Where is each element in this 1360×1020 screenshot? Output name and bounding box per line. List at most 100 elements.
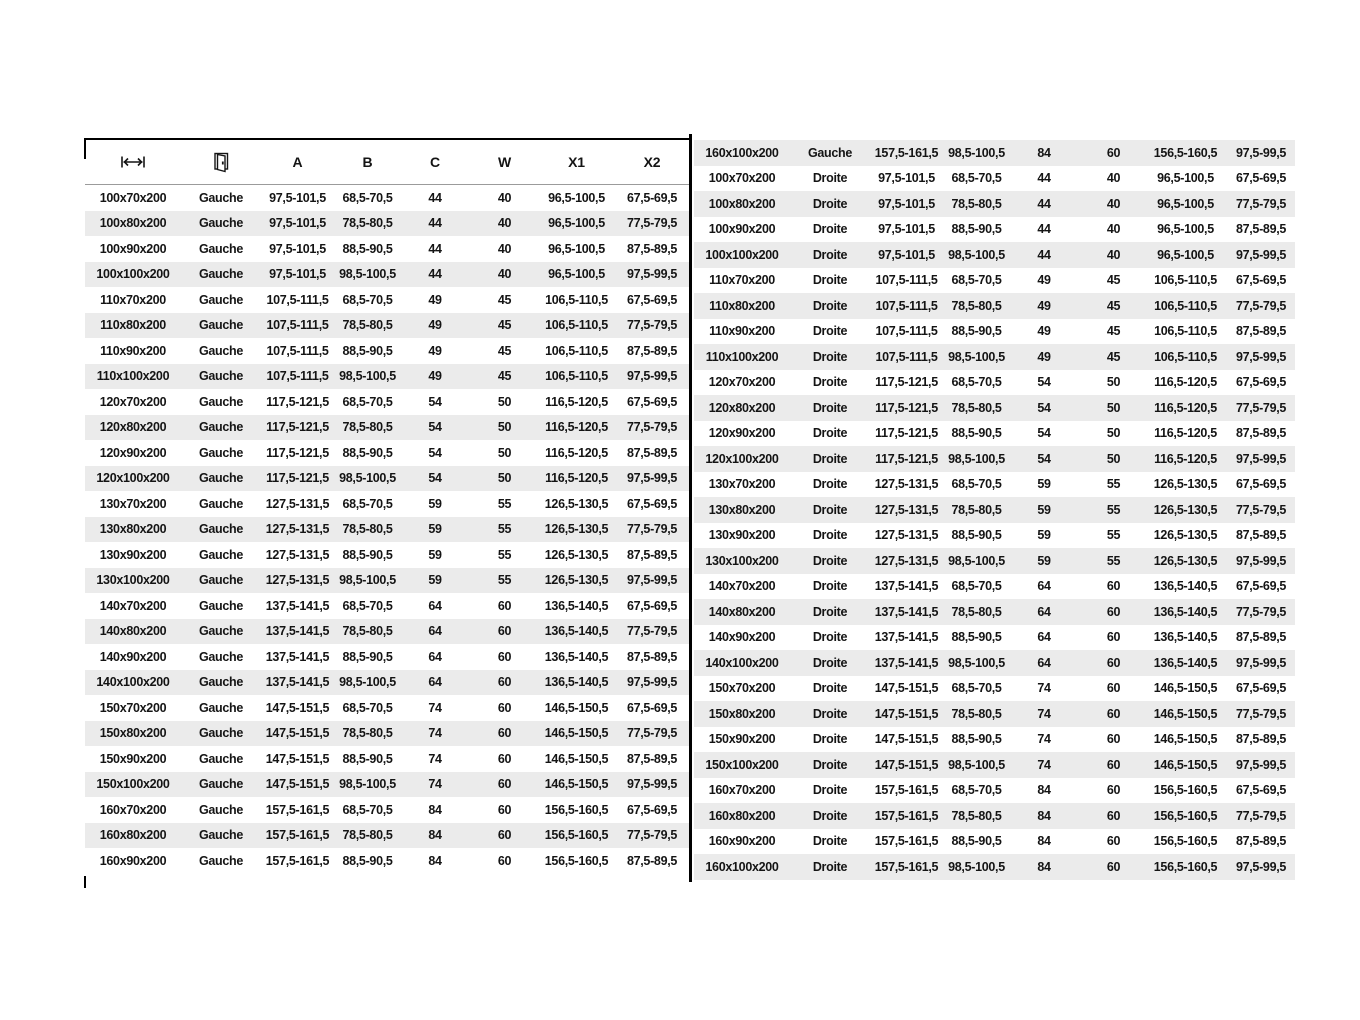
cell-c: 59 — [1037, 528, 1051, 543]
cell-x2: 87,5-89,5 — [626, 853, 678, 868]
cell-c: 64 — [428, 649, 442, 664]
cell-w: 45 — [1106, 349, 1121, 364]
cell-a: 117,5-121,5 — [875, 400, 938, 415]
cell-c: 64 — [428, 598, 442, 613]
table-row: 140x100x200 Gauche 137,5-141,5 98,5-100,… — [85, 669, 691, 695]
cell-size: 130x100x200 — [96, 573, 170, 588]
cell-size: 100x90x200 — [708, 222, 776, 237]
cell-size: 140x100x200 — [705, 655, 779, 670]
cell-size: 150x90x200 — [708, 732, 776, 747]
cell-size: 130x70x200 — [99, 496, 167, 511]
cell-b: 98,5-100,5 — [339, 471, 396, 486]
cell-x2: 97,5-99,5 — [1235, 757, 1287, 772]
cell-size: 120x90x200 — [99, 445, 167, 460]
cell-x1: 126,5-130,5 — [544, 547, 609, 562]
cell-x1: 136,5-140,5 — [544, 624, 609, 639]
table-row: 100x70x200 Droite 97,5-101,5 68,5-70,5 4… — [694, 166, 1295, 192]
cell-x1: 106,5-110,5 — [545, 343, 608, 358]
cell-x2: 87,5-89,5 — [626, 445, 678, 460]
table-row: 120x70x200 Droite 117,5-121,5 68,5-70,5 … — [694, 370, 1295, 396]
cell-side: Droite — [812, 834, 848, 849]
cell-c: 74 — [1037, 681, 1051, 696]
cell-a: 127,5-131,5 — [265, 522, 330, 537]
cell-b: 88,5-90,5 — [342, 751, 393, 766]
cell-w: 50 — [497, 471, 512, 486]
cell-x1: 146,5-150,5 — [544, 751, 609, 766]
cell-size: 160x70x200 — [99, 802, 167, 817]
cell-size: 130x80x200 — [99, 522, 167, 537]
cell-size: 160x70x200 — [708, 783, 776, 798]
cell-size: 110x90x200 — [100, 343, 166, 358]
cell-b: 88,5-90,5 — [951, 630, 1002, 645]
cell-c: 84 — [1037, 834, 1051, 849]
cell-c: 49 — [1037, 298, 1051, 313]
cell-x1: 96,5-100,5 — [1157, 222, 1214, 237]
cell-side: Droite — [812, 783, 848, 798]
cell-b: 98,5-100,5 — [339, 675, 396, 690]
cell-x2: 87,5-89,5 — [1235, 630, 1287, 645]
cell-a: 157,5-161,5 — [265, 853, 330, 868]
table-row: 150x80x200 Droite 147,5-151,5 78,5-80,5 … — [694, 701, 1295, 727]
cell-b: 68,5-70,5 — [342, 496, 393, 511]
cell-c: 59 — [1037, 502, 1051, 517]
cell-a: 117,5-121,5 — [875, 426, 938, 441]
table-row: 140x90x200 Droite 137,5-141,5 88,5-90,5 … — [694, 625, 1295, 651]
cell-c: 59 — [428, 547, 442, 562]
cell-c: 44 — [1037, 247, 1051, 262]
table-row: 110x90x200 Gauche 107,5-111,5 88,5-90,5 … — [85, 338, 691, 364]
cell-side: Droite — [812, 528, 848, 543]
table-row: 140x80x200 Droite 137,5-141,5 78,5-80,5 … — [694, 599, 1295, 625]
column-header-x1: X1 — [568, 154, 585, 170]
cell-size: 100x70x200 — [99, 190, 167, 205]
cell-w: 45 — [497, 343, 512, 358]
table-row: 120x100x200 Droite 117,5-121,5 98,5-100,… — [694, 446, 1295, 472]
cell-side: Gauche — [198, 828, 244, 843]
cell-x2: 67,5-69,5 — [626, 190, 678, 205]
cell-x1: 146,5-150,5 — [1153, 757, 1218, 772]
cell-w: 55 — [1106, 502, 1121, 517]
cell-x1: 116,5-120,5 — [545, 471, 608, 486]
table-row: 100x90x200 Gauche 97,5-101,5 88,5-90,5 4… — [85, 236, 691, 262]
column-header-c: C — [430, 154, 440, 170]
table-row: 120x100x200 Gauche 117,5-121,5 98,5-100,… — [85, 465, 691, 491]
cell-side: Gauche — [198, 471, 244, 486]
cell-x1: 136,5-140,5 — [1153, 579, 1218, 594]
width-arrow-icon — [85, 155, 181, 169]
cell-b: 78,5-80,5 — [951, 400, 1002, 415]
cell-x1: 126,5-130,5 — [1153, 528, 1218, 543]
cell-side: Gauche — [198, 624, 244, 639]
cell-w: 60 — [1106, 579, 1121, 594]
cell-side: Droite — [812, 630, 848, 645]
cell-x2: 97,5-99,5 — [626, 675, 678, 690]
cell-x2: 87,5-89,5 — [1235, 222, 1287, 237]
cell-w: 45 — [497, 369, 512, 384]
cell-b: 98,5-100,5 — [948, 859, 1005, 874]
table-row: 100x80x200 Gauche 97,5-101,5 78,5-80,5 4… — [85, 210, 691, 236]
cell-b: 68,5-70,5 — [951, 681, 1002, 696]
cell-x2: 97,5-99,5 — [626, 369, 678, 384]
cell-w: 50 — [1106, 426, 1121, 441]
cell-a: 107,5-111,5 — [266, 292, 329, 307]
table-row: 120x90x200 Droite 117,5-121,5 88,5-90,5 … — [694, 421, 1295, 447]
cell-side: Droite — [812, 171, 848, 186]
cell-b: 68,5-70,5 — [951, 375, 1002, 390]
cell-w: 60 — [497, 802, 512, 817]
cell-side: Gauche — [198, 547, 244, 562]
cell-x2: 77,5-79,5 — [626, 420, 678, 435]
cell-c: 44 — [1037, 171, 1051, 186]
cell-b: 88,5-90,5 — [951, 834, 1002, 849]
cell-b: 88,5-90,5 — [342, 547, 393, 562]
cell-w: 55 — [497, 573, 512, 588]
cell-x2: 77,5-79,5 — [1235, 400, 1287, 415]
cell-c: 74 — [1037, 757, 1051, 772]
cell-b: 68,5-70,5 — [342, 292, 393, 307]
cell-c: 64 — [1037, 604, 1051, 619]
cell-w: 60 — [497, 853, 512, 868]
cell-w: 40 — [1106, 247, 1121, 262]
cell-c: 74 — [428, 751, 442, 766]
table-corner-mark-top — [84, 138, 86, 159]
cell-x2: 97,5-99,5 — [1235, 553, 1287, 568]
cell-size: 130x70x200 — [708, 477, 776, 492]
cell-w: 50 — [1106, 375, 1121, 390]
cell-size: 110x70x200 — [709, 273, 775, 288]
